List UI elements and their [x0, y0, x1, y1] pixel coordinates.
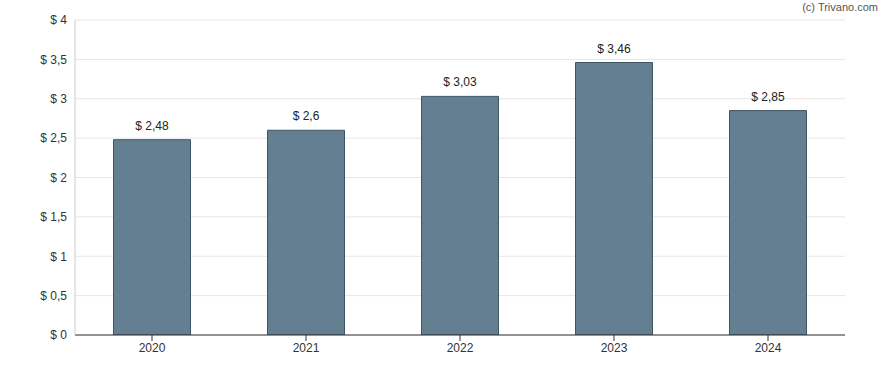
svg-text:2020: 2020 — [139, 341, 166, 355]
svg-text:$ 2: $ 2 — [50, 171, 67, 185]
svg-text:$ 2,6: $ 2,6 — [293, 109, 320, 123]
svg-text:$ 1: $ 1 — [50, 250, 67, 264]
svg-text:$ 3,5: $ 3,5 — [40, 53, 67, 67]
svg-text:2024: 2024 — [755, 341, 782, 355]
svg-text:2023: 2023 — [601, 341, 628, 355]
svg-text:$ 0: $ 0 — [50, 328, 67, 342]
svg-text:$ 2,48: $ 2,48 — [135, 119, 169, 133]
svg-text:$ 0,5: $ 0,5 — [40, 289, 67, 303]
html-text:(c) Trivano.com: (c) Trivano.com — [802, 1, 878, 13]
svg-text:$ 2,85: $ 2,85 — [751, 90, 785, 104]
svg-text:$ 2,5: $ 2,5 — [40, 131, 67, 145]
svg-text:2021: 2021 — [293, 341, 320, 355]
svg-text:2022: 2022 — [447, 341, 474, 355]
svg-text:$ 3,46: $ 3,46 — [597, 42, 631, 56]
svg-text:$ 3: $ 3 — [50, 92, 67, 106]
svg-text:$ 4: $ 4 — [50, 13, 67, 27]
svg-text:$ 3,03: $ 3,03 — [443, 75, 477, 89]
svg-text:$ 1,5: $ 1,5 — [40, 210, 67, 224]
